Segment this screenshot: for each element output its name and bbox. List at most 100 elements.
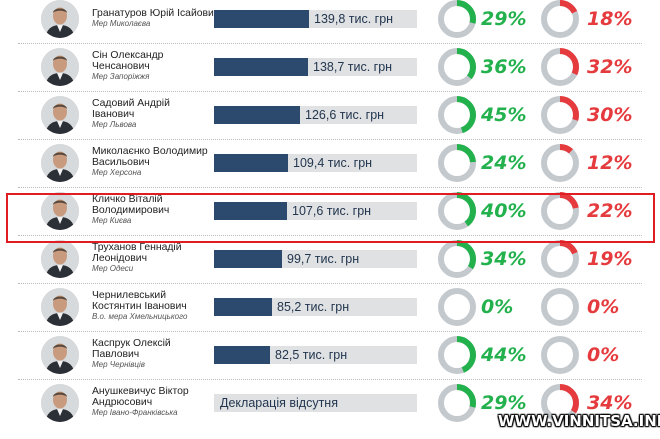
- trust-percent: 0%: [481, 296, 514, 318]
- distrust-ring: [541, 0, 579, 38]
- income-value: 82,5 тис. грн: [275, 348, 348, 362]
- distrust-percent: 0%: [587, 344, 620, 366]
- table-row: Анушкевичус Віктор Андрюсович Мер Івано-Фр…: [0, 379, 660, 427]
- trust-percent: 45%: [481, 104, 527, 126]
- income-value: Декларація відсутня: [220, 396, 338, 410]
- income-bar: [214, 346, 270, 364]
- row-separator: [18, 139, 642, 140]
- ring-fill: [541, 240, 579, 278]
- mayor-role: Мер Миколаєва: [92, 18, 151, 28]
- ring-fill: [438, 48, 476, 86]
- distrust-ring: [541, 384, 579, 422]
- income-bar: [214, 106, 300, 124]
- income-value: 138,7 тис. грн: [313, 60, 393, 74]
- ring-track: [541, 144, 579, 182]
- row-separator: [18, 43, 642, 44]
- income-bar: [214, 154, 288, 172]
- distrust-ring: [541, 288, 579, 326]
- table-row: Сін Олександр Ченсанович Мер Запоріжжя 138,…: [0, 43, 660, 92]
- mayor-name: Кличко Віталій Володимирович Мер Києва: [92, 194, 212, 226]
- table-row: Каспрук Олексій Павлович Мер Чернівців 82,5…: [0, 331, 660, 380]
- name-line-2: Васильович: [92, 157, 150, 168]
- table-row: Чернилевський Костянтин Іванович В.о. мера…: [0, 283, 660, 332]
- income-value: 126,6 тис. грн: [305, 108, 385, 122]
- income-bar-track: 139,8 тис. грн: [214, 10, 417, 28]
- table-row: Кличко Віталій Володимирович Мер Києва 107,…: [0, 187, 660, 236]
- name-line-1: Каспрук Олексій: [92, 338, 171, 349]
- income-bar: [214, 298, 272, 316]
- trust-percent: 29%: [481, 8, 527, 30]
- distrust-percent: 32%: [587, 56, 633, 78]
- mayor-name: Гранатуров Юрій Ісайович Мер Миколаєва: [92, 7, 220, 29]
- income-bar-track: 85,2 тис. грн: [214, 298, 417, 316]
- income-bar-track: 107,6 тис. грн: [214, 202, 417, 220]
- name-line-1: Чернилевський: [92, 290, 167, 301]
- ring-fill: [438, 192, 476, 230]
- table-row: Гранатуров Юрій Ісайович Мер Миколаєва 139…: [0, 0, 660, 44]
- income-value: 109,4 тис. грн: [293, 156, 373, 170]
- distrust-percent: 34%: [587, 392, 633, 414]
- mayor-role: Мер Чернівців: [92, 360, 145, 369]
- avatar: [41, 240, 79, 278]
- distrust-ring: [541, 192, 579, 230]
- income-bar: [214, 10, 309, 28]
- row-separator: [18, 379, 642, 380]
- highlight-frame: [6, 193, 655, 243]
- mayor-role: Мер Києва: [92, 216, 132, 225]
- trust-percent: 29%: [481, 392, 527, 414]
- trust-ring: [438, 288, 476, 326]
- mayor-name: Сін Олександр Ченсанович Мер Запоріжжя: [92, 50, 212, 82]
- trust-ring: [438, 96, 476, 134]
- mayor-name: Чернилевський Костянтин Іванович В.о. мера…: [92, 290, 212, 322]
- ring-fill: [541, 0, 579, 38]
- mayor-name: Садовий Андрій Іванович Мер Львова: [92, 98, 212, 130]
- trust-ring: [438, 192, 476, 230]
- avatar: [41, 288, 79, 326]
- avatar: [41, 144, 79, 182]
- income-bar-track: 126,6 тис. грн: [214, 106, 417, 124]
- mayor-role: Мер Одеси: [92, 264, 134, 273]
- distrust-ring: [541, 240, 579, 278]
- trust-ring: [438, 48, 476, 86]
- avatar: [41, 384, 79, 422]
- trust-ring: [438, 144, 476, 182]
- name-line-2: Андрюсович: [92, 397, 153, 408]
- ring-fill: [438, 144, 476, 182]
- income-bar-track: 99,7 тис. грн: [214, 250, 417, 268]
- ring-track: [541, 288, 579, 326]
- ring-fill: [541, 384, 579, 422]
- table-row: Труханов Геннадій Леонідович Мер Одеси 99,7…: [0, 235, 660, 284]
- name-line-2: Ченсанович: [92, 61, 150, 72]
- distrust-percent: 22%: [587, 200, 633, 222]
- ring-fill: [541, 144, 579, 182]
- avatar: [41, 0, 79, 38]
- income-bar-track: 109,4 тис. грн: [214, 154, 417, 172]
- name-line-2: Павлович: [92, 349, 140, 360]
- name-line-1: Труханов Геннадій: [92, 242, 182, 253]
- mayor-name: Миколаєнко Володимир Васильович Мер Херсон…: [92, 146, 212, 178]
- distrust-ring: [541, 144, 579, 182]
- avatar: [41, 192, 79, 230]
- trust-percent: 44%: [481, 344, 527, 366]
- trust-percent: 34%: [481, 248, 527, 270]
- name-line-1: Миколаєнко Володимир: [92, 146, 208, 157]
- row-separator: [18, 331, 642, 332]
- name-line-2: Костянтин Іванович: [92, 301, 187, 312]
- trust-percent: 40%: [481, 200, 527, 222]
- avatar: [41, 96, 79, 134]
- ring-fill: [438, 336, 476, 374]
- ring-track: [438, 288, 476, 326]
- row-separator: [18, 283, 642, 284]
- trust-percent: 36%: [481, 56, 527, 78]
- name-line-2: Леонідович: [92, 253, 148, 264]
- ring-track: [541, 336, 579, 374]
- name-line-1: Гранатуров Юрій Ісайович: [92, 7, 220, 19]
- ring-fill: [438, 0, 476, 38]
- income-bar: [214, 202, 287, 220]
- name-line-1: Кличко Віталій: [92, 194, 163, 205]
- ring-fill: [541, 48, 579, 86]
- distrust-percent: 0%: [587, 296, 620, 318]
- distrust-percent: 12%: [587, 152, 633, 174]
- distrust-ring: [541, 96, 579, 134]
